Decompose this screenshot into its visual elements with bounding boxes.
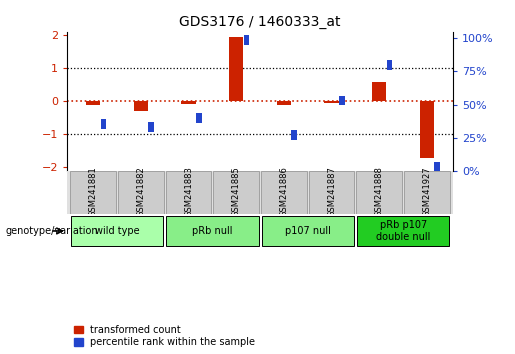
Bar: [148, 122, 154, 132]
Bar: [181, 101, 196, 103]
Bar: [70, 171, 116, 214]
Text: wild type: wild type: [95, 226, 140, 236]
Text: GSM241882: GSM241882: [136, 166, 145, 217]
Bar: [435, 162, 440, 172]
Bar: [420, 101, 434, 158]
Text: GSM241887: GSM241887: [327, 166, 336, 217]
Bar: [213, 171, 259, 214]
Bar: [71, 216, 163, 246]
Bar: [262, 216, 354, 246]
Text: GSM241881: GSM241881: [89, 166, 98, 217]
Bar: [86, 101, 100, 105]
Text: GSM241885: GSM241885: [232, 166, 241, 217]
Title: GDS3176 / 1460333_at: GDS3176 / 1460333_at: [179, 16, 341, 29]
Bar: [134, 101, 148, 111]
Text: GSM241883: GSM241883: [184, 166, 193, 217]
Bar: [196, 113, 202, 122]
Bar: [324, 101, 339, 103]
Bar: [100, 119, 106, 129]
Bar: [291, 130, 297, 140]
Bar: [404, 171, 450, 214]
Bar: [244, 35, 249, 45]
Bar: [118, 171, 164, 214]
Text: p107 null: p107 null: [285, 226, 331, 236]
Bar: [229, 38, 244, 101]
Bar: [277, 101, 291, 105]
Text: GSM241927: GSM241927: [422, 166, 432, 217]
Bar: [387, 60, 392, 70]
Bar: [261, 171, 307, 214]
Text: genotype/variation: genotype/variation: [5, 226, 98, 236]
Bar: [356, 171, 402, 214]
Text: pRb p107
double null: pRb p107 double null: [376, 220, 431, 242]
Bar: [339, 96, 345, 105]
Legend: transformed count, percentile rank within the sample: transformed count, percentile rank withi…: [72, 323, 257, 349]
Text: pRb null: pRb null: [192, 226, 233, 236]
Text: GSM241888: GSM241888: [375, 166, 384, 217]
Bar: [166, 171, 212, 214]
Bar: [357, 216, 450, 246]
Bar: [166, 216, 259, 246]
Bar: [308, 171, 354, 214]
Bar: [372, 82, 386, 101]
Text: GSM241886: GSM241886: [280, 166, 288, 217]
